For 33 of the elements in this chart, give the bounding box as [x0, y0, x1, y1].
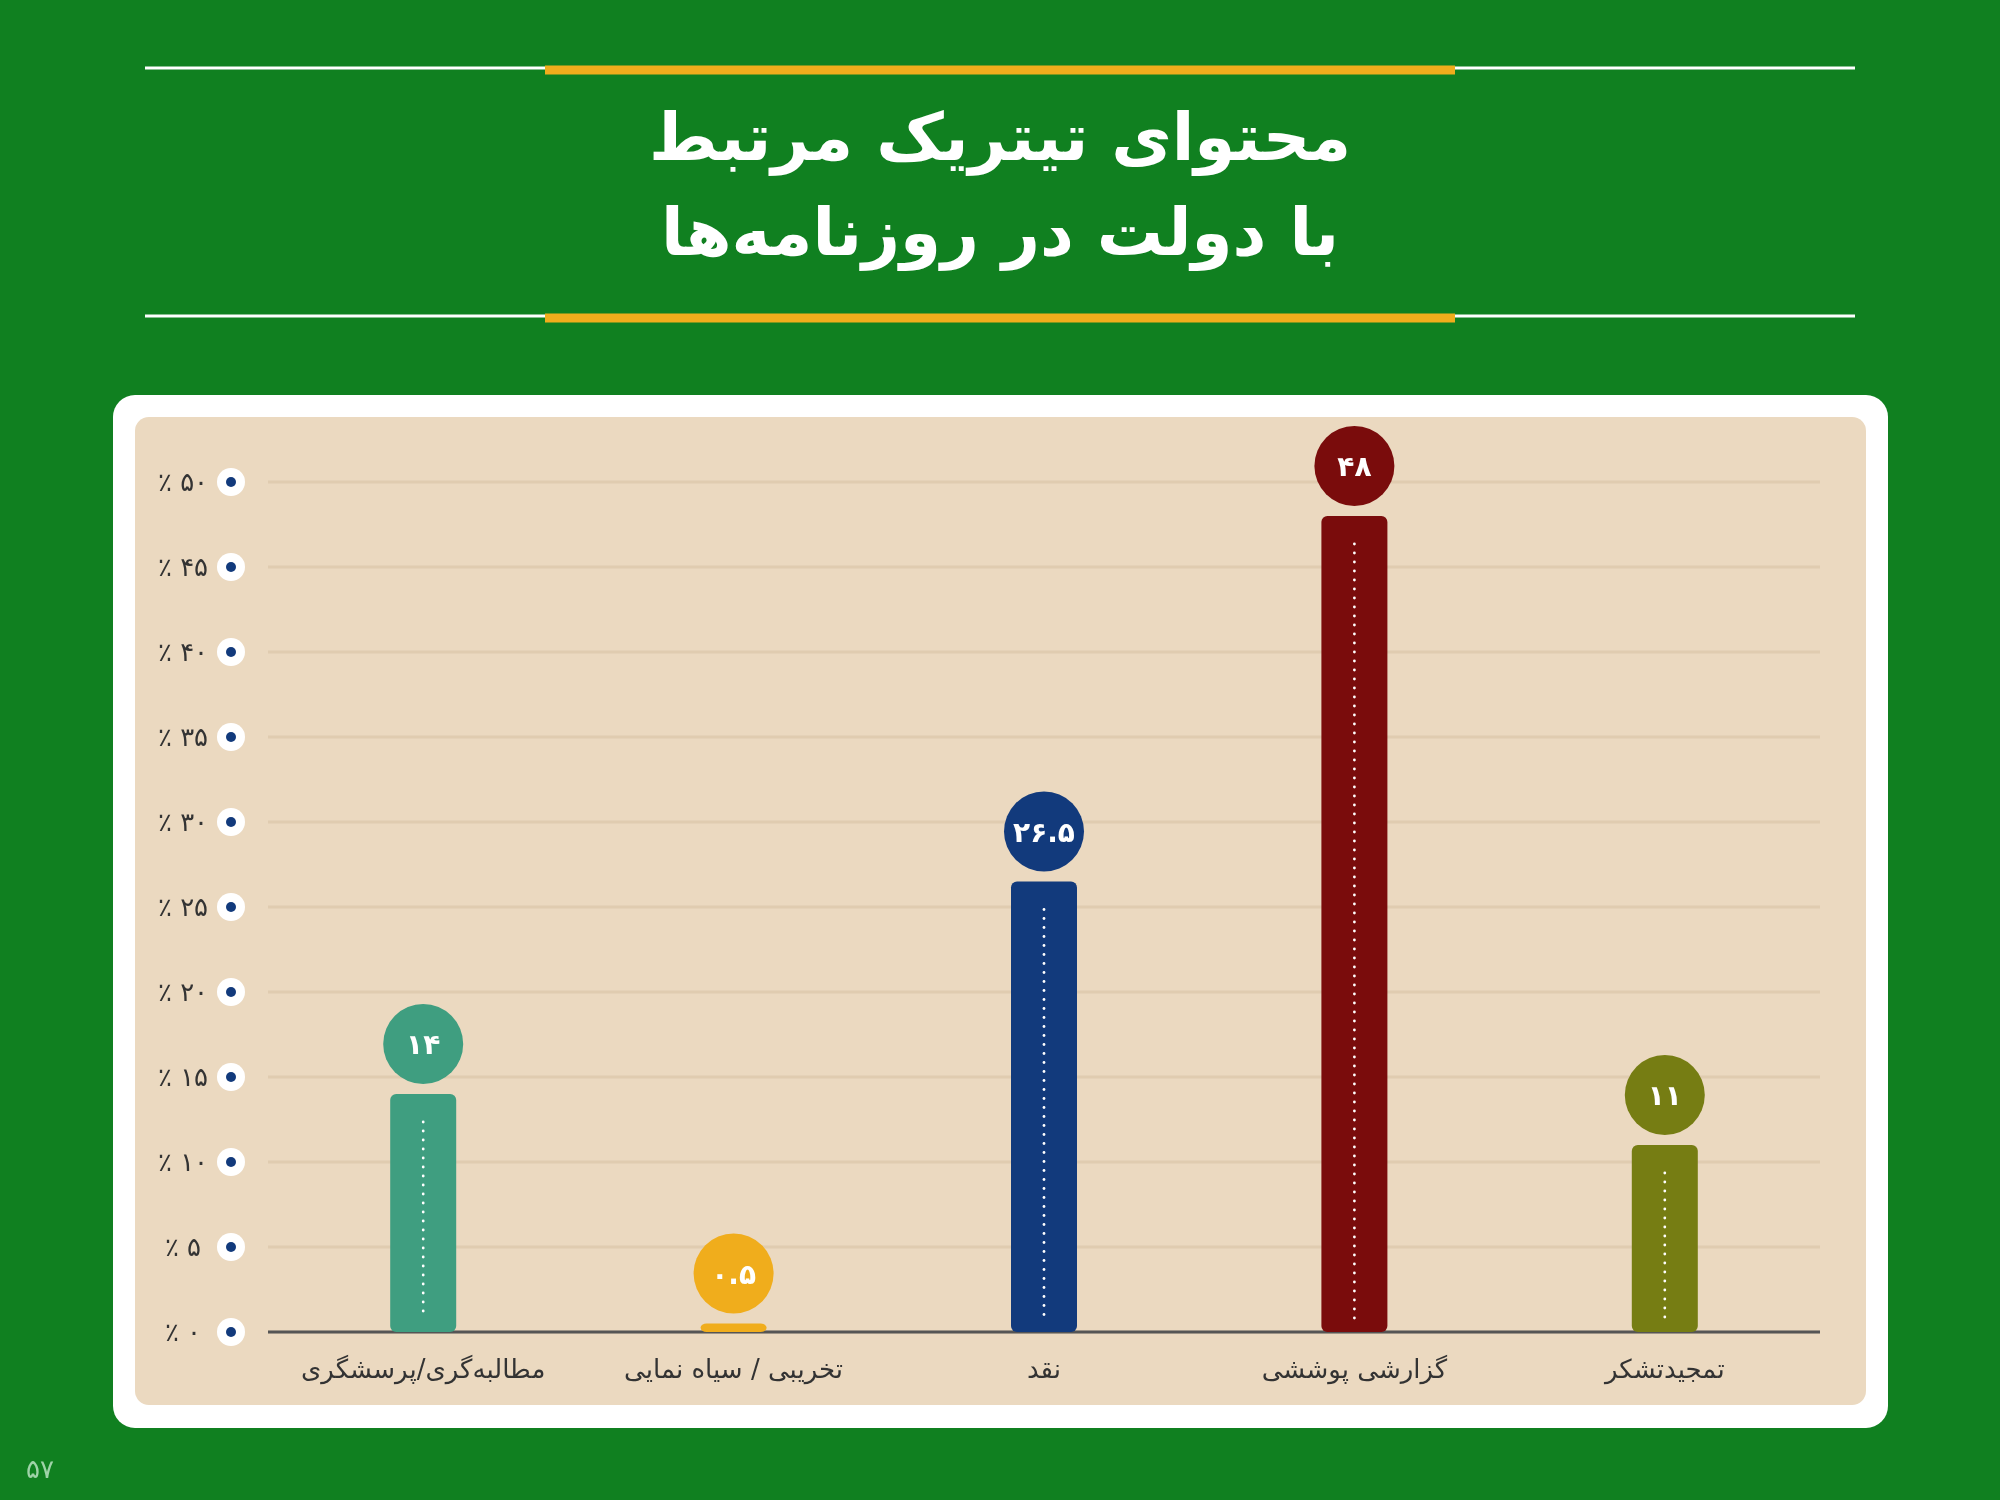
- bar: [1321, 516, 1388, 1332]
- y-tick-label: ٪ ۴۰: [157, 637, 209, 667]
- bar: ۲۶.۵: [1004, 791, 1084, 1332]
- bar: [390, 1094, 457, 1332]
- y-tick-label: ٪ ۳۰: [157, 807, 209, 837]
- data-label: ۱۴: [406, 1028, 441, 1061]
- data-label: ۱۱: [1647, 1079, 1682, 1112]
- data-label: ۲۶.۵: [1013, 815, 1075, 849]
- x-tick-label: نقد: [1026, 1354, 1062, 1384]
- x-tick-label: تمجیدتشکر: [1602, 1354, 1725, 1385]
- y-tick-label: ٪ ۱۵: [157, 1062, 209, 1092]
- y-tick-label: ٪ ۰: [164, 1317, 202, 1347]
- bar: ۱۴: [383, 1004, 464, 1332]
- bar: [1631, 1145, 1698, 1332]
- y-tick-label: ٪ ۲۵: [157, 892, 209, 922]
- bar: [1011, 881, 1077, 1332]
- y-tick-label: ٪ ۵: [164, 1232, 202, 1262]
- bar: [700, 1323, 767, 1332]
- y-tick-label: ٪ ۴۵: [157, 552, 209, 582]
- data-label: ۴۸: [1337, 450, 1372, 483]
- x-tick-label: گزارشی پوششی: [1261, 1354, 1448, 1385]
- bar: ۰.۵: [693, 1233, 774, 1332]
- data-label: ۰.۵: [711, 1257, 757, 1291]
- y-tick-label: ٪ ۳۵: [157, 722, 209, 752]
- chart-title: محتوای تیتریک مرتبط با دولت در روزنامه‌ها: [648, 99, 1352, 272]
- bar: ۱۱: [1624, 1055, 1705, 1332]
- y-tick-label: ٪ ۵۰: [157, 467, 209, 497]
- y-tick-label: ٪ ۲۰: [157, 977, 209, 1007]
- text: ۵۷: [26, 1454, 54, 1484]
- x-tick-label: مطالبه‌گری/پرسشگری: [301, 1354, 546, 1385]
- x-tick-label: تخریبی / سیاه نمایی: [624, 1354, 844, 1385]
- bar: ۴۸: [1314, 426, 1395, 1332]
- y-tick-label: ٪ ۱۰: [157, 1147, 209, 1177]
